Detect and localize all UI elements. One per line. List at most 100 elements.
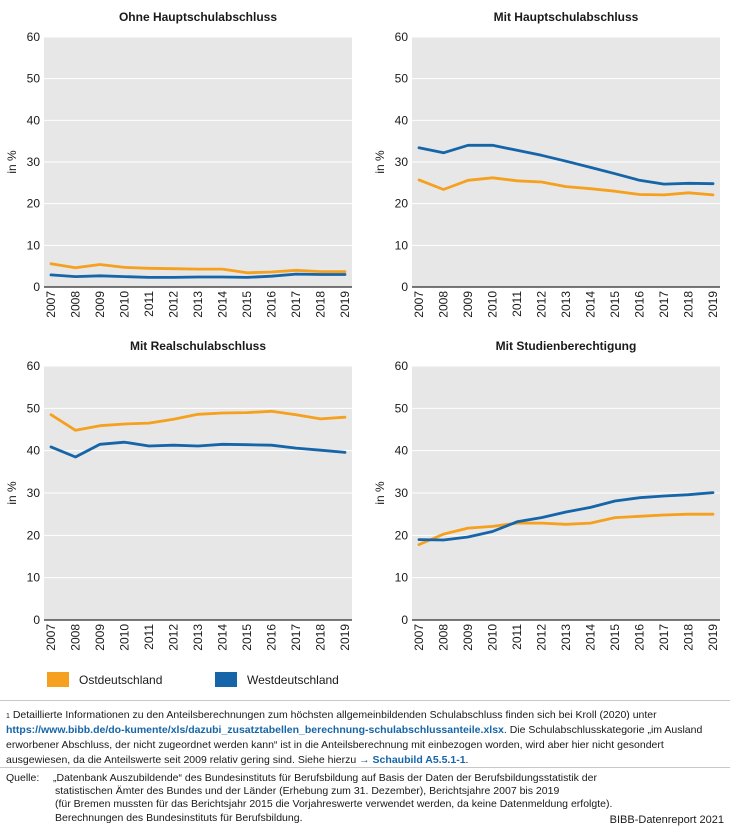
- x-tick-label: 2013: [559, 624, 573, 651]
- y-tick-label: 50: [27, 401, 41, 415]
- x-tick-label: 2008: [69, 624, 83, 651]
- series-line-ostdeutschland: [417, 512, 715, 546]
- y-tick-label: 20: [395, 197, 409, 211]
- series-line-westdeutschland: [417, 491, 715, 542]
- x-tick-label: 2009: [461, 624, 475, 651]
- x-tick-label: 2015: [240, 291, 254, 318]
- y-tick-label: 10: [395, 238, 409, 252]
- x-tick-label: 2015: [240, 624, 254, 651]
- x-tick-label: 2010: [118, 624, 132, 651]
- x-tick-label: 2009: [93, 624, 107, 651]
- source-line-4: Berechnungen des Bundesinstituts für Ber…: [55, 811, 303, 824]
- y-tick-label: 0: [33, 613, 40, 627]
- y-tick-label: 10: [27, 571, 41, 585]
- x-tick-label: 2014: [584, 624, 598, 651]
- x-tick-label: 2011: [510, 624, 524, 650]
- x-tick-label: 2014: [584, 291, 598, 318]
- source-label: Quelle:: [6, 772, 40, 784]
- series-line-westdeutschland: [49, 440, 347, 459]
- y-tick-label: 40: [395, 113, 409, 127]
- x-tick-label: 2012: [167, 624, 181, 651]
- x-tick-label: 2013: [191, 624, 205, 651]
- y-tick-label: 60: [27, 359, 41, 373]
- y-tick-label: 30: [395, 155, 409, 169]
- x-tick-label: 2007: [412, 624, 426, 651]
- series-line-westdeutschland: [49, 272, 347, 279]
- y-tick-label: 20: [395, 528, 409, 542]
- x-tick-label: 2010: [486, 291, 500, 318]
- x-tick-label: 2019: [706, 291, 720, 318]
- legend-label-west: Westdeutschland: [247, 672, 339, 687]
- x-tick-label: 2019: [338, 291, 352, 318]
- x-tick-label: 2010: [486, 624, 500, 651]
- y-tick-label: 10: [395, 571, 409, 585]
- y-tick-label: 30: [395, 486, 409, 500]
- y-tick-label: 30: [27, 155, 41, 169]
- x-tick-label: 2016: [633, 291, 647, 318]
- x-tick-label: 2009: [461, 291, 475, 318]
- y-tick-label: 20: [27, 528, 41, 542]
- x-tick-label: 2013: [191, 291, 205, 318]
- footnote-link-xlsx[interactable]: https://www.bibb.de/do-kumente/xls/dazub…: [6, 724, 504, 736]
- x-tick-label: 2018: [682, 624, 696, 651]
- y-tick-label: 40: [27, 444, 41, 458]
- x-tick-label: 2007: [44, 624, 58, 651]
- series-line-ostdeutschland: [417, 176, 715, 197]
- divider-top: [0, 700, 730, 701]
- legend-item-west: Westdeutschland: [215, 672, 339, 687]
- x-tick-label: 2018: [314, 624, 328, 651]
- x-tick-label: 2017: [657, 624, 671, 651]
- x-tick-label: 2007: [44, 291, 58, 318]
- y-axis-label: in %: [5, 150, 19, 174]
- chart-title: Mit Hauptschulabschluss: [494, 10, 639, 24]
- footnote-link-schaubild[interactable]: → Schaubild A5.5.1-1: [359, 754, 466, 766]
- footnote-text-2: . Die Schulabschlusskategorie „im Auslan…: [6, 724, 703, 766]
- legend-item-ost: Ostdeutschland: [47, 672, 162, 687]
- chart-title: Mit Realschulabschluss: [130, 339, 266, 353]
- x-tick-label: 2012: [535, 624, 549, 651]
- x-tick-label: 2015: [608, 291, 622, 318]
- y-tick-label: 10: [27, 238, 41, 252]
- y-axis-label: in %: [373, 150, 387, 174]
- y-tick-label: 40: [27, 113, 41, 127]
- x-tick-label: 2017: [289, 291, 303, 318]
- footnote-marker: 1: [6, 713, 10, 720]
- x-tick-label: 2019: [706, 624, 720, 651]
- y-tick-label: 60: [395, 359, 409, 373]
- x-tick-label: 2014: [216, 624, 230, 651]
- x-tick-label: 2017: [657, 291, 671, 318]
- x-tick-label: 2007: [412, 291, 426, 318]
- x-tick-label: 2019: [338, 624, 352, 651]
- y-tick-label: 20: [27, 197, 41, 211]
- chart-title: Mit Studienberechtigung: [496, 339, 637, 353]
- x-tick-label: 2016: [633, 624, 647, 651]
- y-tick-label: 50: [395, 401, 409, 415]
- y-axis-label: in %: [373, 481, 387, 505]
- y-tick-label: 60: [395, 30, 409, 44]
- legend-swatch-ost: [47, 672, 69, 687]
- x-tick-label: 2012: [535, 291, 549, 318]
- legend-swatch-west: [215, 672, 237, 687]
- source-line-2: statistischen Ämter des Bundes und der L…: [55, 785, 560, 798]
- x-tick-label: 2008: [437, 291, 451, 318]
- divider-bottom: [0, 767, 730, 768]
- chart-title: Ohne Hauptschulabschluss: [119, 10, 277, 24]
- series-line-ostdeutschland: [49, 262, 347, 275]
- x-tick-label: 2011: [142, 291, 156, 317]
- x-tick-label: 2011: [142, 624, 156, 650]
- y-tick-label: 0: [401, 280, 408, 294]
- y-axis-label: in %: [5, 481, 19, 505]
- x-tick-label: 2016: [265, 291, 279, 318]
- brand-label: BIBB-Datenreport 2021: [609, 814, 724, 826]
- x-tick-label: 2009: [93, 291, 107, 318]
- series-line-westdeutschland: [417, 143, 715, 186]
- footnote: 1 Detaillierte Informationen zu den Ante…: [6, 708, 724, 768]
- x-tick-label: 2014: [216, 291, 230, 318]
- y-tick-label: 40: [395, 444, 409, 458]
- y-tick-label: 30: [27, 486, 41, 500]
- x-tick-label: 2012: [167, 291, 181, 318]
- source-block: Quelle: „Datenbank Auszubildende“ des Bu…: [6, 772, 724, 825]
- x-tick-label: 2018: [314, 291, 328, 318]
- source-line-1: „Datenbank Auszubildende“ des Bundesinst…: [53, 772, 597, 784]
